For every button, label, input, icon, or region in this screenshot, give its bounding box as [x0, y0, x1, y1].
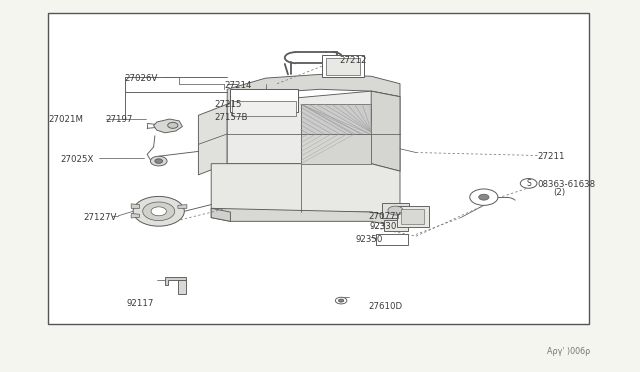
Polygon shape [178, 205, 187, 208]
Bar [384, 220, 408, 231]
Bar [376, 234, 408, 245]
Text: Aργ' )006ρ: Aργ' )006ρ [547, 347, 591, 356]
Bar [232, 101, 296, 116]
Circle shape [143, 202, 175, 221]
Text: 92350: 92350 [355, 235, 383, 244]
Text: 27215: 27215 [214, 100, 242, 109]
Circle shape [150, 156, 167, 166]
Bar [401, 209, 424, 224]
Circle shape [168, 122, 178, 128]
Text: S: S [526, 179, 531, 188]
Polygon shape [198, 104, 227, 175]
Text: 27025X: 27025X [61, 155, 94, 164]
Polygon shape [371, 91, 400, 171]
Polygon shape [131, 214, 140, 218]
Polygon shape [227, 74, 400, 104]
Bar [322, 55, 364, 77]
Polygon shape [131, 204, 140, 208]
Bar [48, 13, 589, 324]
Bar [326, 58, 360, 75]
Circle shape [470, 189, 498, 205]
Text: 27026V: 27026V [125, 74, 158, 83]
Polygon shape [227, 91, 400, 171]
Polygon shape [211, 208, 400, 227]
Text: 92117: 92117 [127, 299, 154, 308]
Circle shape [520, 179, 537, 188]
Polygon shape [301, 104, 371, 134]
Circle shape [151, 207, 166, 216]
Polygon shape [211, 164, 400, 218]
Text: 27157B: 27157B [214, 113, 248, 122]
Text: 27214: 27214 [224, 81, 252, 90]
Circle shape [339, 299, 344, 302]
Circle shape [155, 159, 163, 163]
Text: 08363-61638: 08363-61638 [538, 180, 596, 189]
Text: 92330: 92330 [370, 222, 397, 231]
Text: 27211: 27211 [538, 152, 565, 161]
Bar [382, 203, 409, 218]
Circle shape [133, 196, 184, 226]
Text: 27127V: 27127V [83, 213, 116, 222]
Text: (2): (2) [554, 188, 566, 197]
Circle shape [388, 206, 403, 215]
Text: 27212: 27212 [339, 56, 367, 65]
Circle shape [335, 297, 347, 304]
Polygon shape [211, 208, 230, 221]
Text: 27610D: 27610D [368, 302, 402, 311]
Text: 27197: 27197 [106, 115, 133, 124]
Text: 27021M: 27021M [48, 115, 83, 124]
Polygon shape [154, 119, 182, 133]
Bar [230, 89, 298, 112]
Bar [397, 206, 429, 227]
Text: 27077Y: 27077Y [368, 212, 401, 221]
Polygon shape [178, 280, 186, 294]
Polygon shape [165, 277, 186, 285]
Circle shape [479, 194, 489, 200]
Polygon shape [301, 134, 371, 164]
